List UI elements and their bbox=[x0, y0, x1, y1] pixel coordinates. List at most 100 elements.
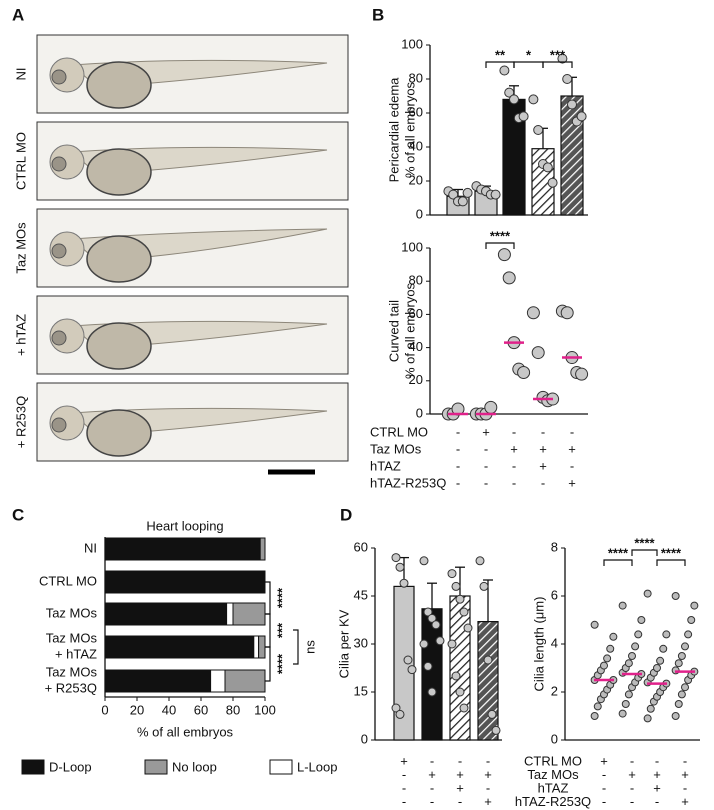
data-point bbox=[427, 687, 437, 697]
data-point bbox=[575, 367, 589, 381]
y-tick-label: 80 bbox=[409, 70, 423, 85]
condition-sign: - bbox=[683, 780, 687, 795]
data-point bbox=[504, 87, 515, 98]
condition-sign: - bbox=[655, 753, 659, 768]
condition-sign: - bbox=[402, 767, 406, 782]
condition-sign: - bbox=[541, 424, 545, 439]
data-point bbox=[531, 346, 545, 360]
panel-label: D bbox=[340, 505, 352, 524]
data-point bbox=[656, 656, 665, 665]
significance-label: **** bbox=[274, 587, 289, 608]
data-point bbox=[646, 704, 655, 713]
condition-sign: - bbox=[430, 794, 434, 809]
data-point bbox=[463, 623, 473, 633]
data-point bbox=[528, 94, 539, 105]
data-point bbox=[491, 725, 501, 735]
bar-segment bbox=[104, 537, 261, 561]
data-point bbox=[600, 661, 608, 670]
data-point bbox=[517, 366, 531, 379]
embryo-eye bbox=[51, 417, 67, 433]
significance-label: **** bbox=[634, 535, 655, 550]
data-point bbox=[603, 654, 612, 663]
legend-label: D-Loop bbox=[49, 759, 92, 774]
condition-sign: + bbox=[400, 753, 408, 768]
condition-sign: - bbox=[512, 424, 516, 439]
y-tick-label: Taz MOs bbox=[46, 664, 98, 679]
y-tick-label: CTRL MO bbox=[39, 573, 97, 588]
y-tick-label: 0 bbox=[551, 731, 558, 746]
data-point bbox=[459, 607, 469, 617]
data-point bbox=[484, 400, 498, 414]
legend-label: L-Loop bbox=[297, 759, 337, 774]
data-point bbox=[427, 613, 437, 623]
y-tick-label: 20 bbox=[409, 372, 423, 387]
data-point bbox=[681, 642, 689, 651]
condition-sign: + bbox=[568, 475, 576, 490]
embryo bbox=[49, 144, 328, 196]
significance-label: *** bbox=[274, 622, 289, 638]
embryo-eye bbox=[51, 243, 67, 259]
y-tick-label: NI bbox=[84, 540, 97, 555]
y-tick-label: 100 bbox=[401, 239, 423, 254]
embryo-yolk bbox=[86, 148, 152, 196]
condition-sign: + bbox=[600, 753, 608, 768]
condition-sign: - bbox=[458, 794, 462, 809]
legend-swatch bbox=[21, 759, 45, 775]
significance-bracket bbox=[265, 646, 271, 682]
data-point bbox=[459, 703, 469, 713]
data-point bbox=[684, 630, 693, 639]
condition-sign: + bbox=[510, 441, 518, 456]
data-point bbox=[455, 687, 465, 697]
significance-bracket bbox=[631, 549, 658, 556]
data-point bbox=[419, 639, 429, 649]
bar bbox=[421, 608, 443, 741]
bar-segment bbox=[224, 669, 266, 693]
bar-segment bbox=[104, 570, 266, 594]
bar bbox=[477, 620, 499, 741]
condition-sign: + bbox=[484, 794, 492, 809]
significance-bracket bbox=[513, 61, 544, 68]
significance-bracket bbox=[542, 61, 573, 68]
image-label: + R253Q bbox=[13, 396, 28, 448]
condition-sign: + bbox=[653, 767, 661, 782]
condition-sign: - bbox=[402, 794, 406, 809]
embryo bbox=[49, 405, 328, 457]
condition-label: hTAZ-R253Q bbox=[515, 794, 591, 809]
condition-sign: - bbox=[458, 753, 462, 768]
condition-sign: - bbox=[570, 458, 574, 473]
embryo-yolk bbox=[86, 322, 152, 370]
significance-bracket bbox=[265, 613, 271, 648]
condition-sign: - bbox=[430, 753, 434, 768]
data-point bbox=[533, 125, 544, 135]
y-axis-label: % of all embryos bbox=[402, 282, 417, 379]
data-point bbox=[624, 690, 633, 699]
data-point bbox=[621, 700, 630, 708]
data-point bbox=[659, 644, 668, 653]
significance-bracket bbox=[603, 559, 633, 566]
condition-sign: - bbox=[655, 794, 659, 809]
data-point bbox=[634, 630, 643, 639]
y-tick-label: 0 bbox=[361, 731, 368, 746]
condition-sign: + bbox=[456, 780, 464, 795]
condition-sign: + bbox=[539, 441, 547, 456]
bar-segment bbox=[104, 635, 255, 659]
data-point bbox=[423, 607, 433, 617]
data-point bbox=[451, 671, 461, 681]
data-point bbox=[624, 659, 633, 668]
data-point bbox=[395, 709, 405, 719]
significance-label: **** bbox=[661, 545, 682, 560]
condition-sign: + bbox=[539, 458, 547, 473]
condition-sign: - bbox=[602, 780, 606, 795]
condition-label: Taz MOs bbox=[527, 767, 579, 782]
data-point bbox=[593, 702, 602, 711]
significance-label: **** bbox=[490, 228, 511, 243]
y-axis-label: Cilia length (μm) bbox=[531, 597, 546, 692]
y-tick-label: 80 bbox=[409, 273, 423, 288]
data-point bbox=[423, 661, 433, 671]
condition-sign: - bbox=[602, 794, 606, 809]
data-point bbox=[681, 683, 689, 692]
condition-sign: + bbox=[628, 767, 636, 782]
image-label: Taz MOs bbox=[13, 222, 28, 274]
condition-sign: - bbox=[484, 458, 488, 473]
